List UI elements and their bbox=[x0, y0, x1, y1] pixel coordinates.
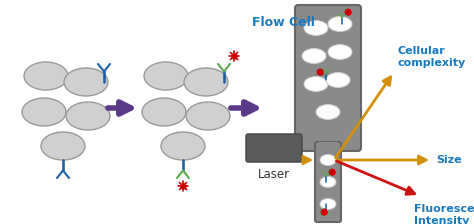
Ellipse shape bbox=[161, 132, 205, 160]
FancyBboxPatch shape bbox=[315, 142, 341, 222]
FancyBboxPatch shape bbox=[295, 5, 361, 151]
Text: Laser: Laser bbox=[258, 168, 290, 181]
Ellipse shape bbox=[328, 45, 352, 60]
Ellipse shape bbox=[66, 102, 110, 130]
Ellipse shape bbox=[144, 62, 188, 90]
Ellipse shape bbox=[328, 17, 352, 32]
Ellipse shape bbox=[186, 102, 230, 130]
Text: Flow Cell: Flow Cell bbox=[252, 15, 315, 28]
Ellipse shape bbox=[304, 77, 328, 91]
Ellipse shape bbox=[22, 98, 66, 126]
Ellipse shape bbox=[142, 98, 186, 126]
Text: Cellular
complexity: Cellular complexity bbox=[398, 46, 466, 68]
Ellipse shape bbox=[320, 155, 336, 166]
Ellipse shape bbox=[304, 21, 328, 35]
Ellipse shape bbox=[24, 62, 68, 90]
Bar bbox=[318, 142, 338, 150]
Ellipse shape bbox=[326, 73, 350, 88]
Ellipse shape bbox=[320, 177, 336, 187]
Ellipse shape bbox=[302, 49, 326, 63]
Ellipse shape bbox=[320, 198, 336, 209]
Ellipse shape bbox=[64, 68, 108, 96]
Text: Fluorescence
Intensity: Fluorescence Intensity bbox=[414, 204, 474, 224]
Ellipse shape bbox=[184, 68, 228, 96]
Ellipse shape bbox=[41, 132, 85, 160]
FancyBboxPatch shape bbox=[246, 134, 302, 162]
Text: Size: Size bbox=[436, 155, 462, 165]
Ellipse shape bbox=[316, 105, 340, 119]
